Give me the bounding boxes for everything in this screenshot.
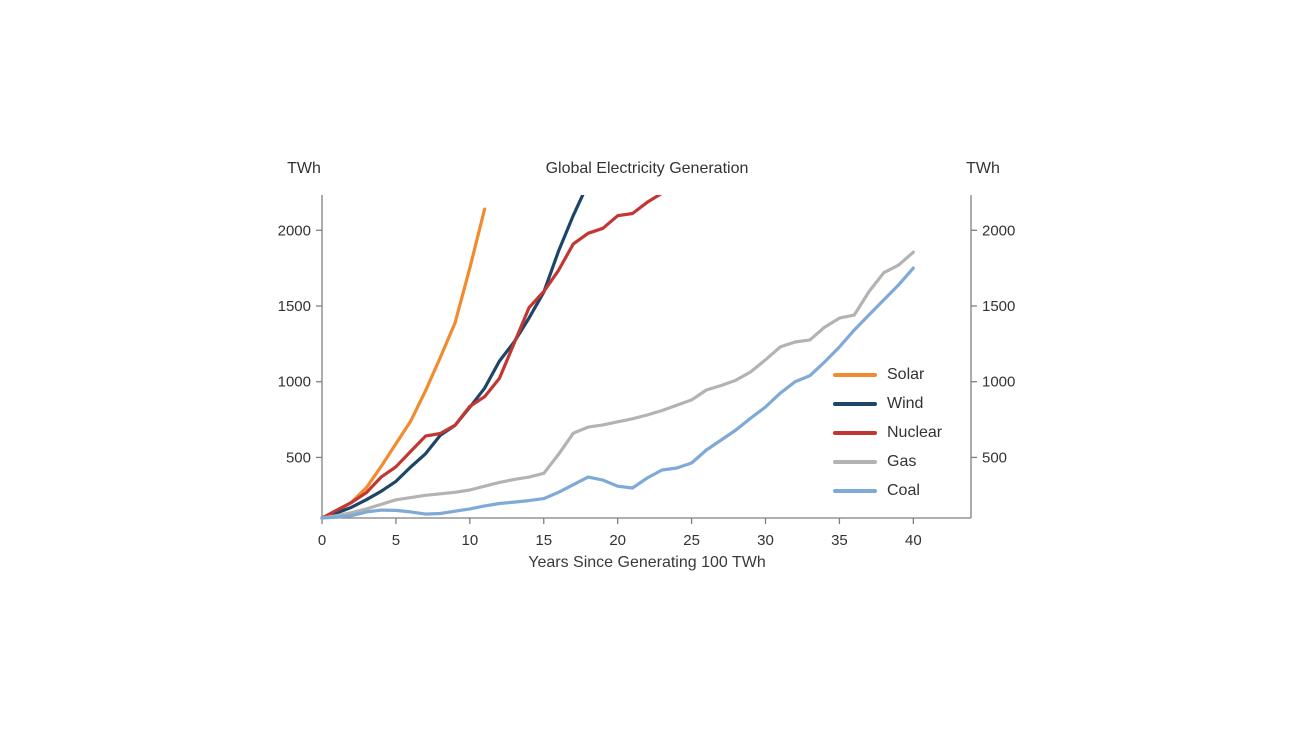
y-tick-label-right: 1500 [982,298,1015,315]
x-tick-label: 10 [461,532,478,549]
legend-swatch-nuclear [833,430,877,435]
series-line-gas [320,250,915,520]
legend-item-gas: Gas [833,447,942,476]
legend-label-wind: Wind [887,394,924,412]
y-tick-label-left: 500 [286,449,311,466]
chart-title: Global Electricity Generation [545,160,749,177]
legend-item-nuclear: Nuclear [833,418,942,447]
y-tick-label-left: 1500 [278,298,311,315]
y-tick-label-left: 2000 [278,222,311,239]
legend-swatch-gas [833,459,877,464]
y-tick-label-right: 2000 [982,222,1015,239]
y-tick-label-right: 500 [982,449,1007,466]
legend-swatch-coal [833,488,877,493]
x-tick-label: 0 [318,532,326,549]
x-tick-label: 40 [905,532,922,549]
legend-label-coal: Coal [887,481,920,499]
x-tick-label: 35 [831,532,848,549]
left-axis-unit-label: TWh [287,160,321,177]
x-tick-label: 20 [609,532,626,549]
right-axis-unit-label: TWh [966,160,1000,177]
y-tick-label-left: 1000 [278,374,311,391]
legend-swatch-solar [833,372,877,377]
x-tick-label: 5 [392,532,400,549]
x-tick-label: 30 [757,532,774,549]
legend-item-coal: Coal [833,476,942,505]
legend-label-solar: Solar [887,365,925,383]
legend-swatch-wind [833,401,877,406]
x-tick-label: 15 [535,532,552,549]
x-axis-title: Years Since Generating 100 TWh [528,554,766,571]
series-line-nuclear [320,195,663,520]
series-line-solar [320,207,487,520]
legend-label-nuclear: Nuclear [887,423,943,441]
legend-item-wind: Wind [833,389,942,418]
legend-item-solar: Solar [833,360,942,389]
series-line-coal [320,266,915,520]
chart-legend: Solar Wind Nuclear Gas Coal [833,360,942,505]
legend-label-gas: Gas [887,452,917,470]
y-tick-label-right: 1000 [982,374,1015,391]
x-tick-label: 25 [683,532,700,549]
